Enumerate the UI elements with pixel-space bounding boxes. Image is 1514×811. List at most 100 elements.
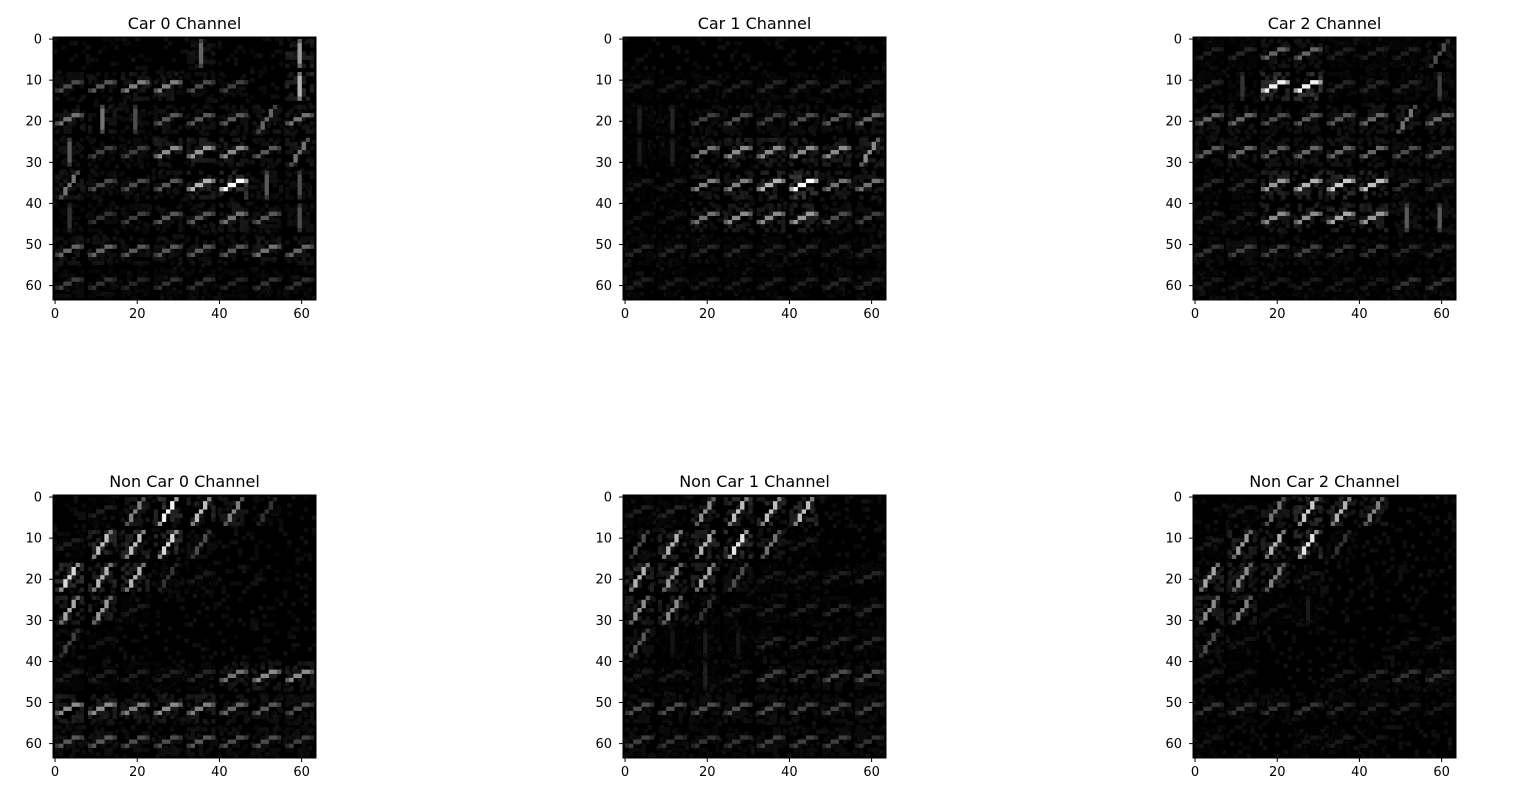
noise-pixel <box>246 99 250 103</box>
halo-pixel <box>757 277 761 281</box>
stroke-pixel <box>683 212 687 216</box>
halo-pixel <box>191 245 195 249</box>
noise-pixel <box>685 234 689 238</box>
halo-pixel <box>100 171 104 175</box>
halo-pixel <box>650 105 654 109</box>
halo-pixel <box>859 146 863 150</box>
stroke-pixel <box>880 113 884 117</box>
stroke-pixel <box>847 212 851 216</box>
halo-pixel <box>757 84 761 88</box>
stroke-pixel <box>108 277 112 281</box>
halo-pixel <box>228 294 232 298</box>
stroke-pixel <box>814 80 818 84</box>
halo-pixel <box>814 76 818 80</box>
halo-pixel <box>88 117 92 121</box>
halo-pixel <box>92 171 96 175</box>
noise-pixel <box>783 95 787 99</box>
halo-pixel <box>670 195 674 199</box>
halo-pixel <box>868 212 872 216</box>
halo-pixel <box>59 191 63 195</box>
noise-pixel <box>250 49 254 53</box>
stroke-pixel <box>876 179 880 183</box>
halo-pixel <box>872 273 876 277</box>
halo-pixel <box>88 129 92 133</box>
halo-pixel <box>256 109 260 113</box>
stroke-pixel <box>724 88 728 92</box>
halo-pixel <box>211 142 215 146</box>
halo-pixel <box>170 88 174 92</box>
halo-pixel <box>232 113 236 117</box>
halo-pixel <box>625 113 629 117</box>
halo-pixel <box>703 236 707 240</box>
halo-pixel <box>798 129 802 133</box>
stroke-pixel <box>92 253 96 257</box>
halo-pixel <box>666 146 670 150</box>
halo-pixel <box>670 220 674 224</box>
stroke-pixel <box>814 113 818 117</box>
halo-pixel <box>211 76 215 80</box>
halo-pixel <box>178 171 182 175</box>
stroke-pixel <box>133 150 137 154</box>
stroke-pixel <box>839 212 843 216</box>
halo-pixel <box>863 257 867 261</box>
halo-pixel <box>674 72 678 76</box>
stroke-pixel <box>277 212 281 216</box>
halo-pixel <box>162 162 166 166</box>
stroke-pixel <box>736 150 740 154</box>
halo-pixel <box>872 294 876 298</box>
halo-pixel <box>658 97 662 101</box>
stroke-pixel <box>121 88 125 92</box>
halo-pixel <box>641 216 645 220</box>
halo-pixel <box>293 105 297 109</box>
halo-pixel <box>178 183 182 187</box>
halo-pixel <box>773 282 777 286</box>
stroke-pixel <box>699 249 703 253</box>
noise-pixel <box>250 95 254 99</box>
halo-pixel <box>699 191 703 195</box>
halo-pixel <box>129 224 133 228</box>
halo-pixel <box>658 261 662 265</box>
halo-pixel <box>736 179 740 183</box>
halo-pixel <box>261 195 265 199</box>
halo-pixel <box>839 257 843 261</box>
stroke-pixel <box>88 220 92 224</box>
stroke-pixel <box>625 253 629 257</box>
halo-pixel <box>76 282 80 286</box>
halo-pixel <box>166 240 170 244</box>
halo-pixel <box>96 203 100 207</box>
stroke-pixel <box>273 212 277 216</box>
halo-pixel <box>678 216 682 220</box>
halo-pixel <box>769 240 773 244</box>
stroke-pixel <box>625 187 629 191</box>
halo-pixel <box>646 203 650 207</box>
halo-pixel <box>868 220 872 224</box>
halo-pixel <box>740 191 744 195</box>
halo-pixel <box>306 72 310 76</box>
halo-pixel <box>293 257 297 261</box>
stroke-pixel <box>781 245 785 249</box>
noise-pixel <box>697 37 701 41</box>
stroke-pixel <box>269 277 273 281</box>
halo-pixel <box>133 286 137 290</box>
halo-pixel <box>240 224 244 228</box>
halo-pixel <box>199 72 203 76</box>
stroke-pixel <box>715 113 719 117</box>
stroke-pixel <box>236 245 240 249</box>
halo-pixel <box>699 294 703 298</box>
halo-pixel <box>219 162 223 166</box>
halo-pixel <box>207 261 211 265</box>
halo-pixel <box>141 97 145 101</box>
stroke-pixel <box>71 113 75 117</box>
halo-pixel <box>868 269 872 273</box>
stroke-pixel <box>100 249 104 253</box>
halo-pixel <box>670 294 674 298</box>
halo-pixel <box>203 195 207 199</box>
halo-pixel <box>191 43 195 47</box>
noise-pixel <box>152 177 156 181</box>
halo-pixel <box>715 240 719 244</box>
halo-pixel <box>121 129 125 133</box>
halo-pixel <box>244 92 248 96</box>
halo-pixel <box>195 294 199 298</box>
halo-pixel <box>691 125 695 129</box>
stroke-pixel <box>670 84 674 88</box>
